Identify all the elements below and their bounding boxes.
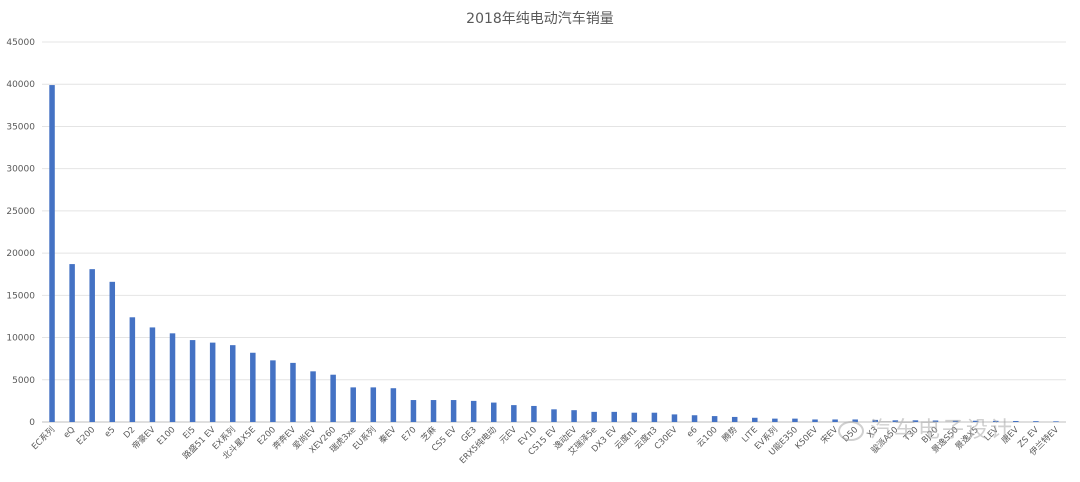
y-tick-label: 0 xyxy=(29,418,35,428)
y-tick-label: 10000 xyxy=(6,334,35,344)
bar xyxy=(671,414,678,422)
bar xyxy=(109,281,116,422)
bar xyxy=(691,415,698,422)
bar xyxy=(290,362,296,422)
bar xyxy=(591,411,597,422)
bar xyxy=(69,264,75,422)
x-tick-label: T30 xyxy=(901,425,920,444)
chart-title: 2018年纯电动汽车销量 xyxy=(466,10,614,27)
bar xyxy=(952,420,959,422)
x-tick-label: X3 xyxy=(865,425,880,440)
x-tick-label: LEV xyxy=(983,425,1001,443)
bar xyxy=(752,417,758,422)
y-axis-ticks: 0 5000 10000 15000 20000 25000 30000 35000 40000… xyxy=(6,38,35,428)
bar xyxy=(651,412,658,422)
bar xyxy=(49,85,55,423)
bar xyxy=(310,371,316,422)
bar xyxy=(430,400,437,422)
bar xyxy=(270,360,276,422)
x-tick-label: 腾势 xyxy=(720,424,740,444)
bar xyxy=(972,420,979,422)
y-tick-label: 30000 xyxy=(6,165,35,175)
y-tick-label: 40000 xyxy=(6,80,35,90)
x-tick-label: D2 xyxy=(122,425,138,441)
x-tick-label: 云100 xyxy=(695,425,720,450)
bars xyxy=(49,85,1059,423)
x-tick-label: e6 xyxy=(685,425,700,440)
bar xyxy=(812,419,818,422)
bar xyxy=(631,412,638,422)
x-tick-label: 宋EV xyxy=(819,424,841,446)
bar xyxy=(1033,421,1039,422)
bar xyxy=(229,345,236,422)
y-tick-label: 45000 xyxy=(6,38,35,48)
x-tick-label: 景逸X5 xyxy=(953,424,981,452)
x-tick-label: EC系列 xyxy=(29,424,57,452)
bar xyxy=(932,420,939,422)
x-tick-label: e5 xyxy=(103,425,118,440)
bar xyxy=(711,416,718,422)
bar xyxy=(892,420,899,422)
bar xyxy=(992,420,999,422)
bar xyxy=(511,405,517,422)
x-tick-label: Ei5 xyxy=(181,425,197,441)
bar xyxy=(551,409,557,422)
bar xyxy=(531,405,537,422)
x-tick-label: C30EV xyxy=(653,425,680,452)
bar xyxy=(390,388,397,422)
bar xyxy=(571,410,577,422)
bar xyxy=(410,400,417,422)
bar xyxy=(450,400,457,422)
y-tick-label: 15000 xyxy=(6,291,35,301)
bar xyxy=(491,402,497,422)
grid-lines xyxy=(42,41,1066,423)
x-tick-label: K50EV xyxy=(794,425,821,452)
x-tick-label: ERX5纯电动 xyxy=(457,424,499,466)
y-tick-label: 5000 xyxy=(12,376,35,386)
bar xyxy=(731,416,738,422)
bar xyxy=(250,352,256,422)
bar xyxy=(370,387,377,422)
bar xyxy=(89,269,95,422)
bar xyxy=(330,374,336,422)
bar xyxy=(611,411,617,422)
bar xyxy=(1013,420,1019,422)
bar xyxy=(149,327,156,422)
y-tick-label: 35000 xyxy=(6,122,35,132)
x-tick-label: E200 xyxy=(75,425,97,447)
bar xyxy=(350,387,356,422)
bar xyxy=(872,419,879,422)
x-tick-label: 秦EV xyxy=(377,424,399,446)
bar xyxy=(129,317,136,422)
bar xyxy=(1053,421,1059,422)
bar xyxy=(912,420,919,422)
x-tick-label: E100 xyxy=(155,425,177,447)
bar xyxy=(832,419,838,422)
bar xyxy=(470,400,477,422)
x-tick-label: D50 xyxy=(841,425,860,444)
bar xyxy=(772,418,778,422)
x-tick-label: E70 xyxy=(400,425,419,444)
bar xyxy=(792,418,798,422)
bar xyxy=(189,340,196,422)
x-tick-label: 帝豪EV xyxy=(130,424,158,452)
x-tick-label: 元EV xyxy=(498,425,519,446)
bar xyxy=(169,333,176,422)
y-tick-label: 25000 xyxy=(6,207,35,217)
x-tick-label: eQ xyxy=(62,425,78,441)
bar xyxy=(852,419,858,422)
y-tick-label: 20000 xyxy=(6,249,35,259)
bar xyxy=(209,342,216,422)
